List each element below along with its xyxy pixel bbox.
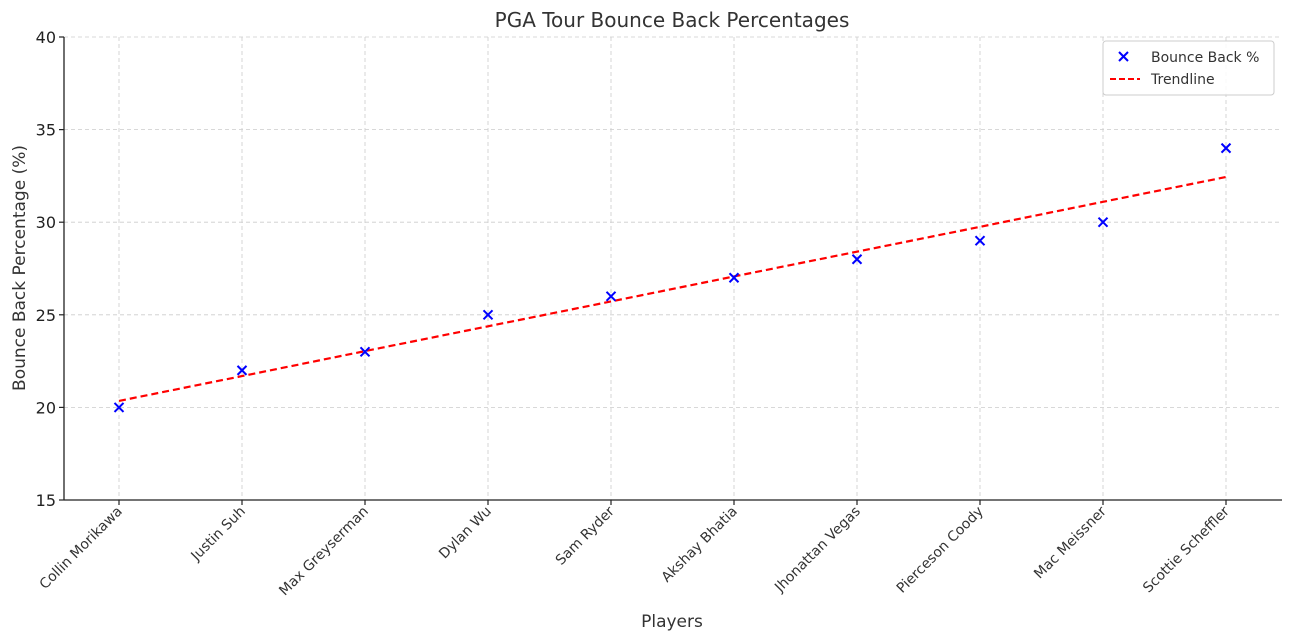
x-tick-label: Max Greyserman bbox=[276, 504, 372, 600]
data-point-x-marker bbox=[851, 254, 863, 265]
x-tick-label: Akshay Bhatia bbox=[659, 504, 741, 586]
x-tick-label: Jhonattan Vegas bbox=[771, 504, 863, 596]
x-tick-label: Pierceson Coody bbox=[894, 504, 987, 597]
y-axis-label: Bounce Back Percentage (%) bbox=[10, 145, 30, 391]
x-tick-label: Scottie Scheffler bbox=[1140, 503, 1233, 596]
axes bbox=[63, 37, 1282, 501]
data-point-x-marker bbox=[605, 291, 617, 302]
trendline bbox=[118, 175, 1227, 402]
x-tick-label: Dylan Wu bbox=[436, 504, 495, 563]
x-axis-ticks: Collin Morikawa Justin Suh Max Greyserman D… bbox=[37, 500, 1233, 599]
y-tick-label: 35 bbox=[36, 121, 56, 140]
y-tick-label: 30 bbox=[36, 213, 56, 232]
data-point-x-marker bbox=[1097, 216, 1109, 228]
y-tick-label: 20 bbox=[36, 398, 56, 417]
data-point-x-marker bbox=[728, 272, 740, 283]
chart-title: PGA Tour Bounce Back Percentages bbox=[495, 8, 850, 32]
legend-box bbox=[1102, 40, 1275, 96]
y-tick-label: 15 bbox=[36, 491, 56, 510]
x-tick-label: Justin Suh bbox=[188, 504, 249, 565]
x-tick-label: Mac Meissner bbox=[1031, 503, 1110, 582]
data-point-x-marker bbox=[1220, 142, 1232, 154]
scatter-series bbox=[113, 142, 1232, 413]
y-tick-label: 40 bbox=[36, 28, 56, 47]
data-point-x-marker bbox=[236, 365, 248, 376]
data-point-x-marker bbox=[359, 346, 371, 358]
y-tick-label: 25 bbox=[36, 306, 56, 325]
x-axis-label: Players bbox=[641, 612, 703, 632]
y-axis-ticks: 15 20 25 30 35 40 bbox=[36, 28, 64, 510]
legend-marker-x-icon bbox=[1118, 51, 1129, 62]
data-point-x-marker bbox=[482, 309, 494, 321]
data-point-x-marker bbox=[974, 235, 986, 246]
trendline-series bbox=[118, 175, 1227, 402]
legend-label-trendline: Trendline bbox=[1150, 72, 1215, 88]
legend-label-scatter: Bounce Back % bbox=[1151, 50, 1259, 66]
x-tick-label: Collin Morikawa bbox=[37, 504, 126, 593]
x-tick-label: Sam Ryder bbox=[553, 503, 618, 568]
data-point-x-marker bbox=[113, 402, 125, 413]
grid bbox=[64, 36, 1282, 501]
legend: Bounce Back % Trendline bbox=[1102, 40, 1275, 96]
